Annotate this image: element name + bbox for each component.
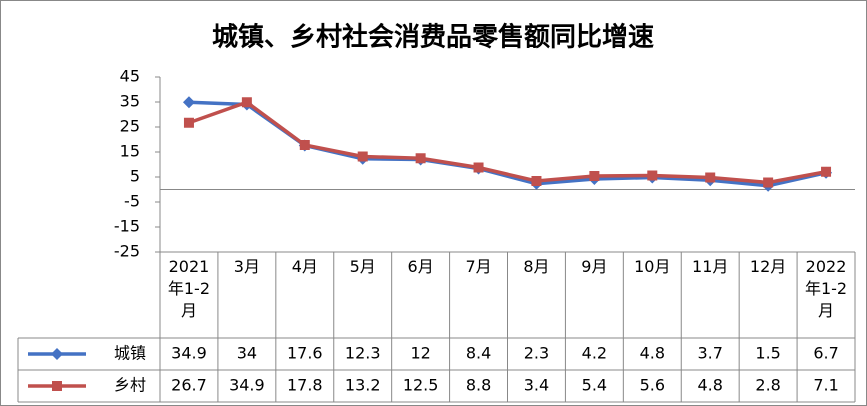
y-tick-label: -25 xyxy=(114,242,140,261)
x-tick-label-box: 11月 xyxy=(692,257,729,276)
point xyxy=(763,177,774,188)
point xyxy=(589,171,600,181)
table-value: 12.5 xyxy=(403,376,439,395)
table-value: 34.9 xyxy=(229,376,265,395)
x-tick-label-box: 12月 xyxy=(749,257,787,276)
table-value: 12 xyxy=(410,344,430,363)
table-value: 13.2 xyxy=(345,376,381,395)
y-tick-label: 15 xyxy=(120,142,140,161)
point xyxy=(241,97,252,108)
point xyxy=(415,153,426,164)
table-value: 6.7 xyxy=(813,344,838,363)
x-tick-label: 2021年1-2月 xyxy=(167,257,211,320)
y-tick-label: -5 xyxy=(124,192,140,211)
table-value: 4.2 xyxy=(582,344,607,363)
line xyxy=(188,100,827,185)
point xyxy=(357,151,368,162)
table-value: 17.8 xyxy=(287,376,323,395)
table-value: 1.5 xyxy=(755,344,780,363)
table-value: 34.9 xyxy=(171,344,207,363)
y-tick-label: 25 xyxy=(120,117,140,136)
x-tick-label-box: 4月 xyxy=(291,257,318,276)
point xyxy=(647,170,658,181)
table-value: 4.8 xyxy=(640,344,665,363)
table-value: 17.6 xyxy=(287,344,323,363)
table-value: 5.6 xyxy=(640,376,665,395)
x-tick-label: 4月 xyxy=(291,257,318,276)
point xyxy=(183,117,194,128)
table-value: 3.4 xyxy=(524,376,549,395)
y-tick-label: 35 xyxy=(120,92,140,111)
x-tick-label: 9月 xyxy=(581,257,608,276)
table-value: 2.3 xyxy=(524,344,549,363)
table-value: 12.3 xyxy=(345,344,381,363)
table-value: 3.7 xyxy=(697,344,722,363)
y-tick-label: -15 xyxy=(114,217,140,236)
x-tick-label: 8月 xyxy=(523,257,550,276)
x-tick-label: 3月 xyxy=(233,257,260,276)
table-value: 8.4 xyxy=(466,344,491,363)
x-tick-label-box: 6月 xyxy=(407,257,434,276)
legend-label: 城镇 xyxy=(114,344,146,363)
x-tick-label-box: 10月 xyxy=(634,257,671,276)
x-tick-label: 12月 xyxy=(749,257,787,276)
x-tick-label-box: 7月 xyxy=(465,257,492,276)
point xyxy=(705,172,716,183)
table-value: 34 xyxy=(237,344,257,363)
x-tick-label-box: 2022年1-2月 xyxy=(804,257,848,320)
table-value: 4.8 xyxy=(697,376,722,395)
chart-title: 城镇、乡村社会消费品零售额同比增速 xyxy=(212,22,654,53)
table-value: 2.8 xyxy=(755,376,780,395)
legend-label: 乡村 xyxy=(114,376,146,395)
y-tick-label: 5 xyxy=(130,167,140,186)
x-tick-label-box: 8月 xyxy=(523,257,550,276)
x-tick-label: 7月 xyxy=(465,257,492,276)
x-tick-label-box: 9月 xyxy=(581,257,608,276)
table-value: 7.1 xyxy=(813,376,838,395)
legend-marker xyxy=(51,348,63,360)
point xyxy=(473,162,484,173)
x-tick-label: 2022年1-2月 xyxy=(804,257,848,320)
x-tick-label-box: 2021年1-2月 xyxy=(167,257,211,320)
legend-marker xyxy=(52,381,62,391)
table-value: 8.8 xyxy=(466,376,491,395)
y-tick-label: 45 xyxy=(120,67,140,86)
x-tick-label: 5月 xyxy=(349,257,376,276)
point xyxy=(821,166,832,177)
x-tick-label: 10月 xyxy=(634,257,671,276)
table-value: 26.7 xyxy=(171,376,207,395)
x-tick-label: 11月 xyxy=(692,257,729,276)
x-tick-label: 6月 xyxy=(407,257,434,276)
point xyxy=(531,176,542,186)
table-value: 5.4 xyxy=(582,376,607,395)
x-tick-label-box: 3月 xyxy=(233,257,260,276)
point xyxy=(299,140,310,150)
point xyxy=(182,96,195,109)
x-tick-label-box: 5月 xyxy=(349,257,376,276)
